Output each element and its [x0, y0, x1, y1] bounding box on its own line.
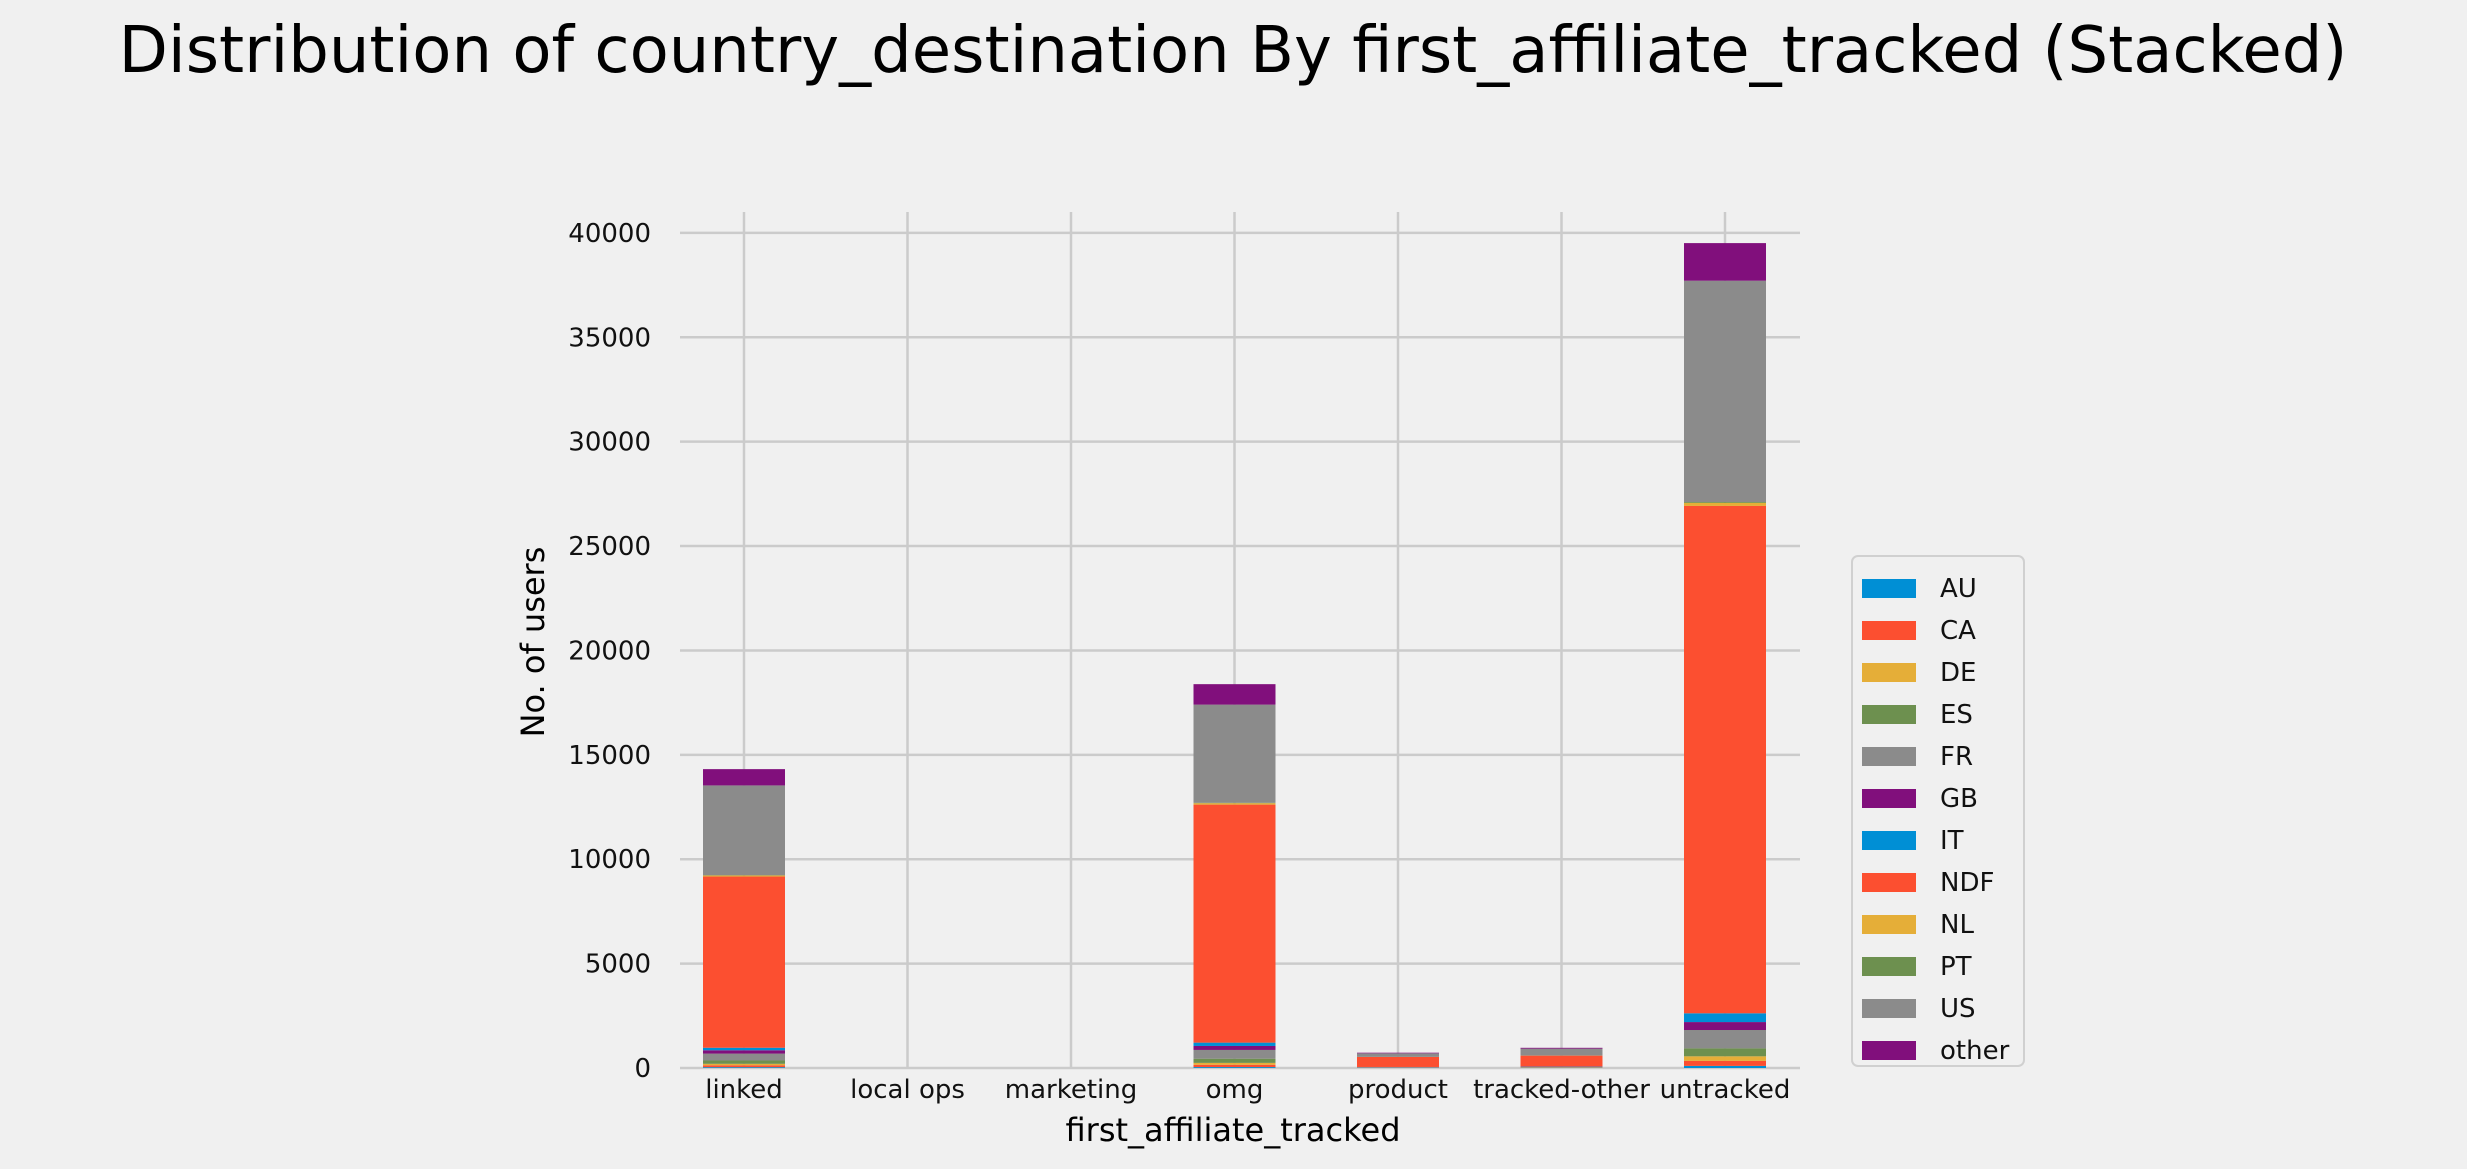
legend-swatch — [1862, 705, 1916, 724]
bar-segment — [1520, 1055, 1603, 1067]
legend-swatch — [1862, 789, 1916, 808]
bar-segment — [1684, 1030, 1766, 1049]
bar-segment — [1684, 1022, 1766, 1031]
bar-segment — [1357, 1052, 1439, 1054]
legend-label: ES — [1940, 700, 1973, 730]
bar-segment — [703, 876, 785, 1048]
bar-segment — [1357, 1053, 1439, 1057]
legend-swatch — [1862, 957, 1916, 976]
legend-label: NL — [1940, 910, 1974, 940]
bar-segment — [1684, 1048, 1766, 1057]
legend-label: other — [1940, 1036, 2010, 1066]
bar-segment — [703, 1065, 785, 1068]
bar-segment — [1357, 1056, 1439, 1067]
bar-segment — [1520, 1047, 1603, 1049]
bar-segment — [703, 1067, 785, 1068]
bar-segment — [1193, 1042, 1276, 1046]
bar-segment — [1684, 1056, 1766, 1061]
bar-segment — [1684, 280, 1766, 502]
y-tick-label: 10000 — [568, 845, 651, 875]
bar-segment — [703, 1047, 785, 1051]
bar-segment — [1193, 1045, 1276, 1050]
y-axis-ticks: 0 5000 10000 15000 20000 25000 30000 35000 40000 — [568, 219, 651, 1084]
x-tick-label: omg — [1206, 1075, 1264, 1105]
legend-label: AU — [1940, 574, 1977, 604]
bar-segment — [1193, 803, 1276, 805]
bar-segment — [1193, 1058, 1276, 1063]
bar-segment — [703, 1063, 785, 1066]
x-tick-label: linked — [705, 1075, 783, 1105]
x-axis-label: first_affiliate_tracked — [1066, 1111, 1401, 1149]
x-tick-label: untracked — [1660, 1075, 1791, 1105]
bar-segment — [1684, 1013, 1766, 1023]
y-tick-label: 30000 — [568, 428, 651, 458]
bar-segment — [703, 1053, 785, 1061]
legend-label: PT — [1940, 952, 1972, 982]
bar-segment — [1684, 502, 1766, 506]
bar-segment — [703, 1060, 785, 1064]
bar-segment — [703, 875, 785, 877]
y-tick-label: 20000 — [568, 636, 651, 666]
x-tick-label: tracked-other — [1473, 1075, 1650, 1105]
legend-frame — [1851, 555, 2025, 1067]
bar-segment — [1684, 501, 1766, 503]
bar-segment — [1193, 1049, 1276, 1059]
legend-swatch — [1862, 663, 1916, 682]
x-tick-label: local ops — [850, 1075, 965, 1105]
x-tick-label: marketing — [1005, 1075, 1137, 1105]
legend-swatch — [1862, 747, 1916, 766]
x-tick-label: product — [1348, 1075, 1448, 1105]
bar-segment — [703, 769, 785, 786]
bar-segment — [1193, 804, 1276, 1043]
bar-segment — [1684, 505, 1766, 1014]
y-axis-label: No. of users — [514, 547, 552, 738]
y-tick-label: 5000 — [585, 950, 651, 980]
legend-swatch — [1862, 873, 1916, 892]
legend-swatch — [1862, 831, 1916, 850]
legend-label: CA — [1940, 616, 1976, 646]
legend-label: FR — [1940, 742, 1973, 772]
chart-title: Distribution of country_destination By f… — [119, 14, 2348, 88]
bar-segment — [1684, 1065, 1766, 1068]
bar-segment — [703, 1050, 785, 1054]
legend: AU CA DE ES FR GB IT NDF NL PT US other — [1851, 555, 2025, 1067]
y-tick-label: 0 — [634, 1054, 651, 1084]
legend-label: US — [1940, 994, 1976, 1024]
legend-label: IT — [1940, 826, 1964, 856]
bar-segment — [1193, 1064, 1276, 1068]
y-tick-label: 15000 — [568, 741, 651, 771]
x-axis-ticks: linked local ops marketing omg product tracke… — [705, 1075, 1790, 1105]
legend-swatch — [1862, 621, 1916, 640]
legend-swatch — [1862, 1041, 1916, 1060]
y-tick-label: 25000 — [568, 532, 651, 562]
bar-segment — [1684, 1060, 1766, 1066]
y-tick-label: 35000 — [568, 323, 651, 353]
legend-label: GB — [1940, 784, 1978, 814]
legend-swatch — [1862, 579, 1916, 598]
bar-segment — [1193, 1062, 1276, 1065]
legend-label: NDF — [1940, 868, 1994, 898]
bar-segment — [1684, 243, 1766, 281]
legend-swatch — [1862, 999, 1916, 1018]
bars — [703, 243, 1766, 1068]
bar-segment — [1193, 1067, 1276, 1068]
bar-segment — [1520, 1048, 1603, 1056]
legend-label: DE — [1940, 658, 1976, 688]
bar-segment — [1193, 684, 1276, 705]
y-tick-label: 40000 — [568, 219, 651, 249]
bar-segment — [703, 785, 785, 876]
bar-segment — [1193, 704, 1276, 803]
legend-swatch — [1862, 915, 1916, 934]
